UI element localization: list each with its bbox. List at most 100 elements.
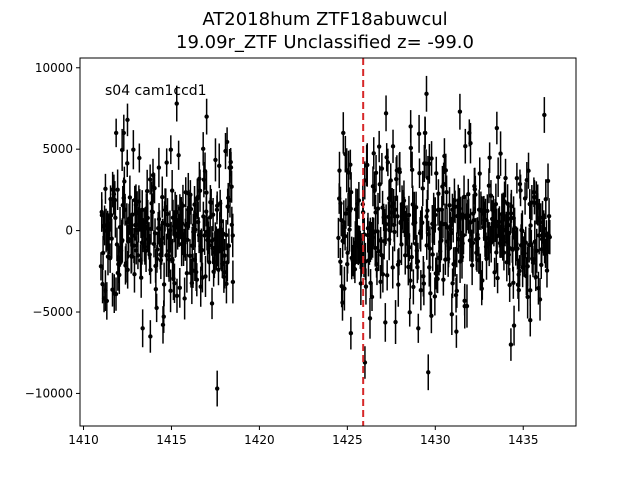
data-point: [430, 252, 435, 257]
data-point: [498, 151, 503, 156]
data-point: [358, 281, 364, 286]
data-point: [399, 242, 404, 247]
data-point: [396, 282, 401, 287]
data-point: [409, 254, 414, 260]
data-point: [407, 310, 412, 315]
data-point: [199, 247, 205, 253]
data-point: [363, 284, 369, 289]
data-point: [408, 124, 413, 129]
data-point: [392, 207, 398, 212]
data-point: [180, 203, 186, 208]
data-point: [209, 301, 215, 306]
data-point: [476, 236, 481, 241]
data-point: [135, 253, 141, 258]
data-point: [114, 242, 120, 247]
x-tick-label: 1410: [68, 433, 99, 447]
data-point: [153, 286, 159, 292]
data-point: [529, 200, 535, 205]
data-point: [342, 233, 348, 239]
data-point: [517, 268, 522, 274]
x-tick-label: 1415: [156, 433, 187, 447]
data-point: [488, 193, 494, 198]
data-point: [152, 186, 157, 191]
data-point: [379, 166, 385, 171]
x-tick-label: 1420: [244, 433, 275, 447]
data-point: [160, 194, 165, 200]
data-point: [152, 231, 158, 236]
data-point: [124, 220, 130, 225]
data-point: [422, 130, 428, 136]
data-point: [161, 314, 166, 319]
data-point: [380, 272, 386, 277]
data-point: [336, 235, 341, 241]
y-tick-label: 0: [65, 224, 73, 238]
data-point: [154, 305, 159, 311]
data-point: [542, 226, 547, 232]
data-point: [441, 277, 446, 282]
data-point: [156, 165, 162, 170]
data-point: [176, 153, 181, 158]
data-point: [507, 282, 512, 288]
y-axis-ticks: −10000 −5000 0 5000 10000: [25, 61, 80, 400]
data-point: [494, 125, 500, 131]
data-point: [342, 286, 347, 291]
data-point: [533, 274, 538, 280]
data-point: [352, 267, 358, 272]
data-point: [127, 195, 133, 200]
data-point: [148, 267, 153, 273]
data-point: [470, 240, 476, 246]
data-point: [416, 131, 422, 137]
data-point: [442, 221, 448, 227]
data-point: [525, 294, 530, 300]
data-point: [477, 171, 482, 176]
data-point: [483, 217, 488, 223]
data-point: [125, 267, 130, 272]
data-point: [511, 280, 516, 285]
data-point: [338, 259, 343, 264]
data-point: [340, 300, 345, 305]
data-point: [528, 288, 533, 293]
data-point: [488, 240, 494, 245]
data-point: [337, 168, 342, 173]
data-point: [390, 265, 395, 270]
data-point: [471, 218, 477, 223]
data-point: [188, 206, 194, 212]
data-point: [444, 190, 449, 195]
data-point: [461, 233, 466, 238]
y-tick-label: −10000: [25, 386, 73, 400]
data-point: [503, 175, 508, 181]
data-point: [373, 170, 379, 176]
data-point: [390, 144, 396, 149]
data-point: [187, 253, 193, 258]
data-point: [104, 298, 110, 304]
data-point: [117, 272, 122, 278]
data-point: [174, 293, 180, 298]
data-point: [348, 330, 354, 336]
data-point: [457, 109, 463, 114]
data-point: [505, 201, 510, 206]
data-point: [140, 326, 145, 331]
data-point: [164, 160, 169, 165]
data-point: [537, 297, 543, 302]
data-point: [168, 288, 173, 294]
data-point: [417, 171, 422, 176]
data-point: [532, 195, 537, 200]
data-point: [454, 288, 460, 294]
data-point: [120, 238, 125, 243]
data-point: [113, 130, 119, 136]
data-point: [377, 182, 382, 187]
data-point: [174, 101, 179, 106]
data-point: [509, 204, 514, 209]
data-point: [493, 201, 499, 207]
data-point: [384, 273, 390, 278]
x-tick-label: 1425: [332, 433, 363, 447]
data-point: [202, 233, 207, 238]
data-point: [373, 245, 378, 251]
data-point: [125, 161, 130, 166]
data-point: [407, 245, 412, 250]
data-point: [416, 326, 421, 331]
data-point: [514, 175, 520, 181]
data-point: [423, 161, 429, 166]
data-point: [378, 279, 383, 285]
data-point: [518, 188, 523, 193]
